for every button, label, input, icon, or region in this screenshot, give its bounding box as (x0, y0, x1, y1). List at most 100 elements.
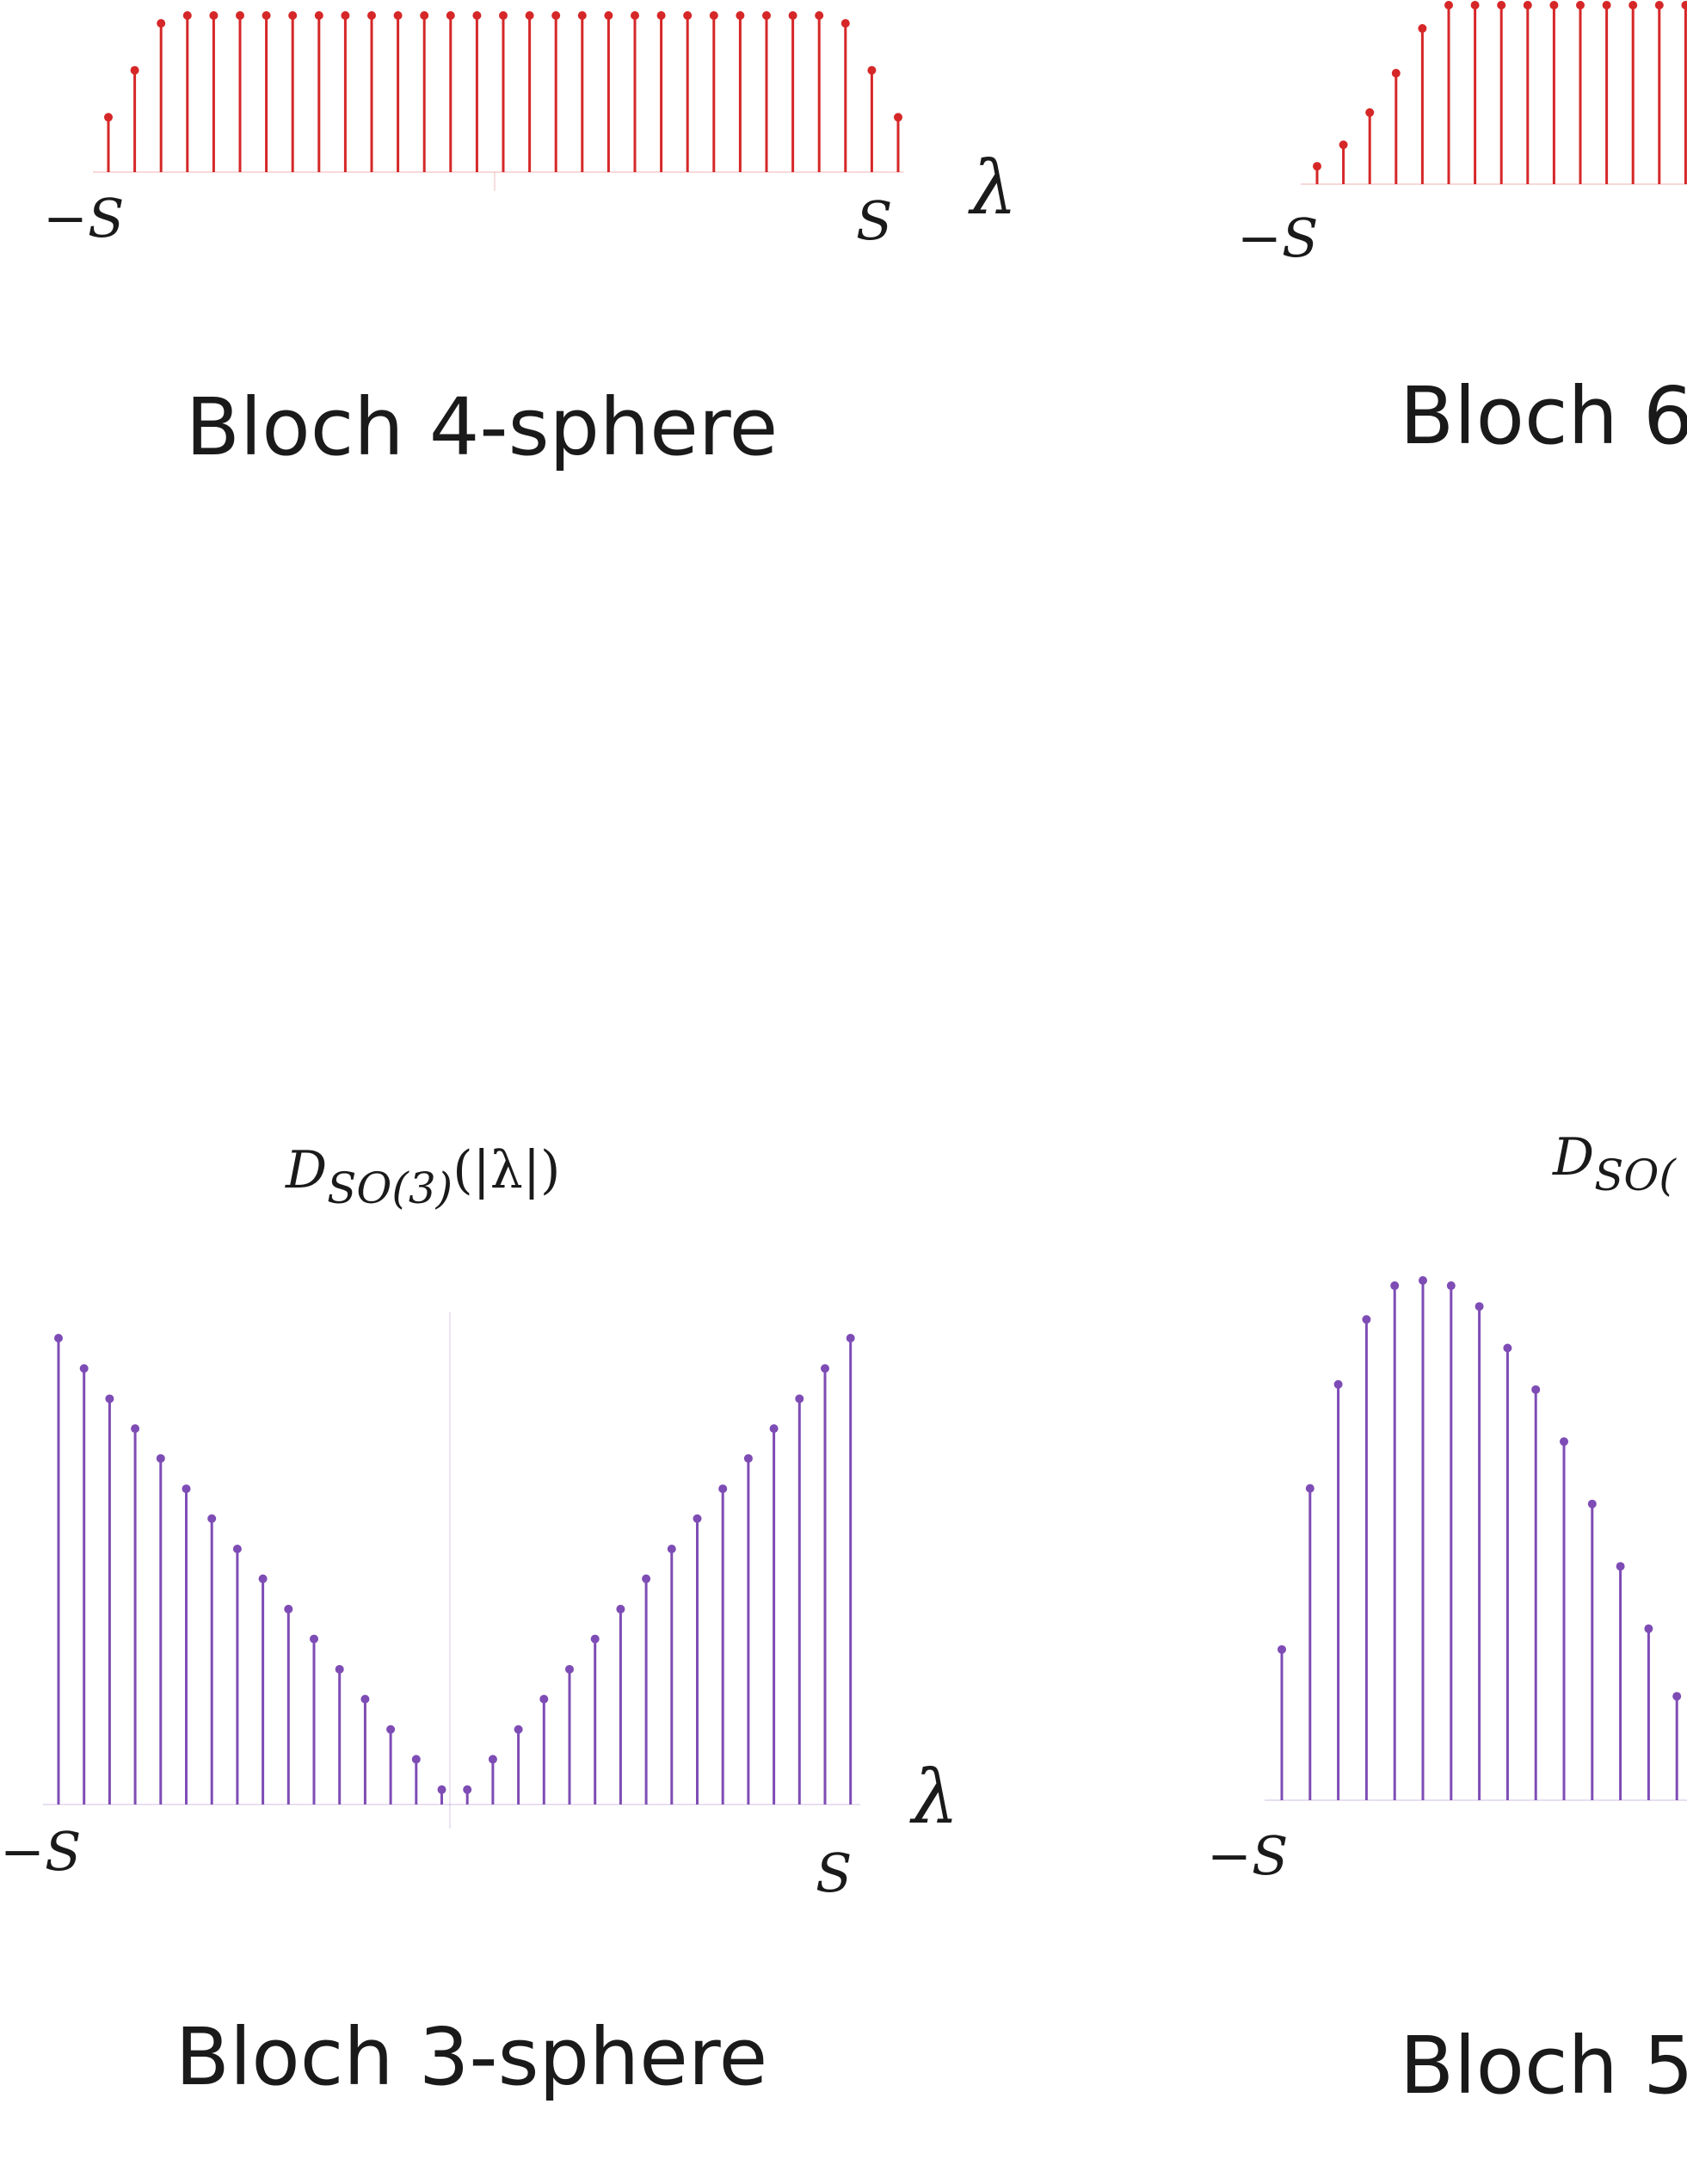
panel-caption: Bloch 6 (1400, 370, 1687, 462)
x-end-label: S (816, 1842, 852, 1904)
stem-marker (1497, 1, 1506, 9)
stem-marker (1549, 1, 1559, 9)
stem-marker (335, 1664, 344, 1674)
stem-marker (411, 1755, 421, 1764)
stem-marker (642, 1574, 651, 1583)
stem-marker (525, 11, 534, 20)
stem-marker (310, 1634, 318, 1644)
stem-marker (207, 1514, 217, 1523)
stem-marker (1278, 1644, 1286, 1654)
stem-marker (1576, 1, 1585, 9)
stem-marker (284, 1604, 293, 1613)
stem-marker (1503, 1343, 1512, 1353)
stem-marker (1419, 1276, 1427, 1285)
axis-symbol-lambda: λ (968, 145, 1018, 231)
x-start-label: −S (1237, 207, 1318, 269)
stem-marker (514, 1724, 523, 1734)
stem-marker (420, 11, 429, 20)
x-start-label: −S (43, 187, 124, 250)
stem-marker (693, 1514, 702, 1523)
stem-marker (341, 11, 350, 20)
stem-marker (1616, 1562, 1625, 1571)
stem-marker (1681, 1, 1687, 9)
stem-marker (488, 1755, 497, 1764)
stem-marker (1418, 24, 1427, 34)
stem-marker (131, 1424, 140, 1434)
stem-marker (683, 11, 693, 20)
stem-marker (1629, 1, 1638, 9)
chart-panel-2: −S Bloch 6 (1237, 1, 1687, 462)
stem-marker (840, 19, 850, 28)
chart-panel-3: −S Sλ DSO(3)(|λ|) Bloch 3-sphere (0, 1140, 959, 2103)
stem-marker (1446, 1281, 1456, 1291)
stem-marker (795, 1394, 804, 1404)
stem-marker (762, 11, 771, 20)
stem-marker (821, 1364, 829, 1373)
stem-marker (1602, 1, 1611, 9)
panel-caption: Bloch 3-sphere (175, 2011, 767, 2103)
stem-marker (360, 1694, 370, 1704)
stem-marker (236, 11, 244, 20)
stem-marker (590, 1634, 600, 1644)
chart-title: DSO(3)(|λ|) (285, 1140, 560, 1213)
stem-marker (463, 1785, 472, 1794)
stem-marker (386, 1724, 396, 1734)
stem-marker (156, 1453, 165, 1463)
stem-marker (1391, 69, 1401, 78)
stem-marker (551, 11, 561, 20)
x-start-label: −S (1207, 1824, 1288, 1887)
title-subscript: SO( (1594, 1151, 1677, 1200)
stem-marker (539, 1694, 549, 1704)
stem-marker (1523, 1, 1532, 9)
stem-marker (631, 11, 639, 20)
panel-caption: Bloch 4-sphere (186, 381, 778, 473)
axis-symbol-lambda: λ (909, 1755, 959, 1841)
stem-marker (130, 65, 139, 75)
stem-marker (1587, 1499, 1597, 1508)
stem-marker (1654, 1, 1664, 9)
title-argument: (|λ|) (453, 1140, 560, 1200)
stem-marker (815, 11, 824, 20)
stem-marker (54, 1334, 63, 1342)
title-prefix: D (285, 1140, 327, 1200)
stem-marker (499, 11, 508, 20)
stem-marker (393, 11, 403, 20)
stem-marker (709, 11, 718, 20)
stem-marker (262, 11, 271, 20)
stem-marker (616, 1604, 625, 1613)
stem-marker (1362, 1315, 1371, 1324)
stem-marker (1560, 1437, 1568, 1447)
stem-marker (288, 11, 298, 20)
stem-marker (743, 1453, 753, 1463)
stem-marker (232, 1544, 242, 1553)
title-prefix: D (1552, 1127, 1594, 1188)
stem-marker (736, 11, 745, 20)
stem-marker (769, 1424, 779, 1434)
stem-marker (577, 11, 587, 20)
stem-marker (1470, 1, 1480, 9)
stem-marker (1305, 1484, 1315, 1493)
panel-caption: Bloch 5 (1400, 2020, 1687, 2112)
stem-marker (1531, 1385, 1541, 1394)
chart-panel-4: −S DSO( Bloch 5 (1207, 1127, 1687, 2112)
stem-marker (182, 11, 192, 20)
stem-marker (1365, 108, 1375, 117)
stem-marker (894, 113, 902, 122)
stem-marker (446, 11, 455, 20)
stem-marker (1475, 1302, 1484, 1311)
stem-marker (867, 65, 877, 75)
stem-marker (718, 1484, 728, 1494)
stem-marker (788, 11, 797, 20)
stem-marker (314, 11, 323, 20)
stem-marker (846, 1334, 855, 1342)
stem-marker (565, 1664, 574, 1674)
stem-marker (604, 11, 613, 20)
stem-marker (367, 11, 376, 20)
x-start-label: −S (0, 1820, 81, 1883)
stem-marker (472, 11, 482, 20)
stem-marker (656, 11, 666, 20)
x-end-label: S (856, 189, 892, 252)
